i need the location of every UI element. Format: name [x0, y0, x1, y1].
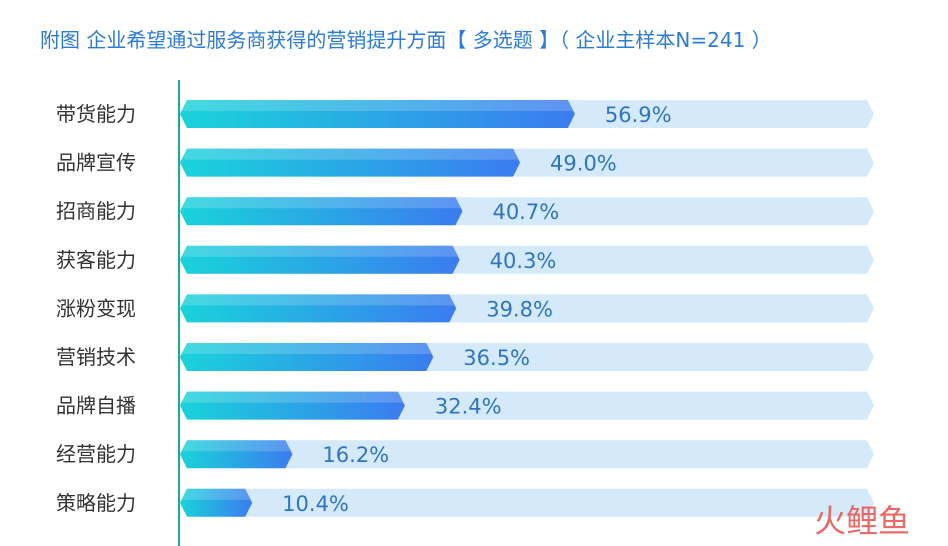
- value-label: 10.4%: [282, 492, 349, 516]
- category-label: 品牌宣传: [56, 151, 136, 175]
- bar: [180, 245, 460, 274]
- bar-row: 带货能力 56.9%: [56, 100, 874, 128]
- value-label: 32.4%: [435, 395, 502, 419]
- bar-highlight: [182, 197, 461, 209]
- bar-highlight: [182, 488, 251, 500]
- bar-row: 经营能力 16.2%: [56, 440, 874, 469]
- category-label: 营销技术: [56, 345, 136, 369]
- bar-row: 获客能力 40.3%: [56, 245, 874, 274]
- bar-row: 招商能力 40.7%: [56, 197, 874, 226]
- bar-row: 营销技术 36.5%: [56, 343, 874, 371]
- bar-highlight: [182, 343, 432, 354]
- bar: [180, 100, 575, 128]
- value-label: 40.7%: [492, 200, 559, 224]
- bar-row: 品牌宣传 49.0%: [56, 148, 874, 177]
- category-label: 策略能力: [56, 491, 136, 515]
- bar-row: 涨粉变现 39.8%: [56, 294, 874, 323]
- bar-track: [180, 488, 874, 517]
- chart-title: 附图 企业希望通过服务商获得的营销提升方面【 多选题 】（ 企业主样本N=241…: [40, 28, 772, 52]
- bar: [180, 391, 405, 420]
- bar-highlight: [182, 440, 291, 452]
- category-label: 经营能力: [56, 442, 136, 466]
- value-label: 56.9%: [605, 103, 672, 127]
- bar-highlight: [182, 294, 455, 306]
- bar: [180, 294, 457, 323]
- watermark-logo: 火鲤鱼: [814, 502, 910, 540]
- bar: [180, 488, 253, 517]
- value-label: 36.5%: [463, 346, 530, 370]
- value-label: 39.8%: [486, 297, 553, 321]
- bar-highlight: [182, 148, 519, 160]
- value-label: 16.2%: [322, 443, 389, 467]
- category-label: 带货能力: [56, 102, 136, 126]
- category-label: 招商能力: [56, 199, 136, 223]
- watermark-text: 火鲤鱼: [814, 502, 910, 540]
- bar-highlight: [182, 391, 403, 403]
- bar-highlight: [182, 245, 458, 257]
- bar: [180, 197, 463, 226]
- bar-highlight: [182, 100, 573, 111]
- bar-track: [180, 440, 874, 469]
- category-label: 涨粉变现: [56, 296, 136, 320]
- bar: [180, 148, 521, 177]
- category-label: 品牌自播: [56, 394, 136, 418]
- bar: [180, 440, 293, 469]
- value-label: 49.0%: [550, 152, 617, 176]
- bar-row: 策略能力 10.4%: [56, 488, 874, 517]
- category-label: 获客能力: [56, 248, 136, 272]
- bar-row: 品牌自播 32.4%: [56, 391, 874, 420]
- bar: [180, 343, 434, 371]
- value-label: 40.3%: [490, 249, 557, 273]
